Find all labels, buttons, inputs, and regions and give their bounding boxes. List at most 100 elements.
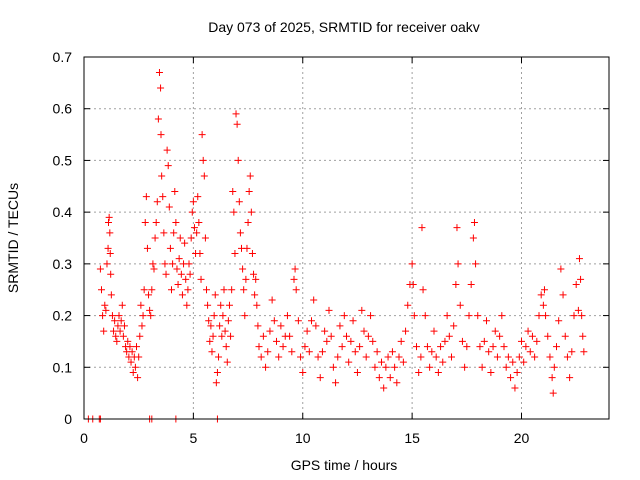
data-point xyxy=(327,332,335,340)
data-point xyxy=(140,286,148,294)
data-point xyxy=(419,286,427,294)
data-point xyxy=(410,312,418,320)
data-point xyxy=(222,343,230,351)
data-point xyxy=(452,281,460,289)
data-point xyxy=(108,312,116,320)
data-point xyxy=(176,234,184,242)
data-point xyxy=(101,301,109,309)
data-point xyxy=(426,363,434,371)
data-point xyxy=(127,358,135,366)
data-point xyxy=(450,322,458,330)
data-point xyxy=(200,172,208,180)
data-point xyxy=(139,312,147,320)
data-point xyxy=(489,343,497,351)
x-tick-label: 10 xyxy=(295,430,311,446)
data-point xyxy=(199,156,207,164)
data-point xyxy=(448,353,455,361)
data-point xyxy=(472,260,480,268)
data-point xyxy=(126,343,134,351)
data-point xyxy=(257,353,265,361)
plot-frame xyxy=(83,56,610,420)
data-point xyxy=(111,317,119,325)
data-point xyxy=(104,244,112,252)
data-point xyxy=(169,260,177,268)
data-point xyxy=(203,286,210,294)
data-point xyxy=(154,115,162,123)
data-point xyxy=(467,281,475,289)
data-point xyxy=(241,312,249,320)
data-point xyxy=(268,296,276,304)
data-point xyxy=(195,218,203,226)
data-point xyxy=(259,332,267,340)
data-point xyxy=(105,213,113,221)
data-point xyxy=(338,343,346,351)
data-point xyxy=(553,343,560,351)
data-point xyxy=(507,374,515,382)
data-point xyxy=(526,348,534,356)
data-point xyxy=(178,291,186,299)
data-point xyxy=(463,343,471,351)
data-point xyxy=(395,353,403,361)
data-point xyxy=(136,332,144,340)
data-point xyxy=(544,332,552,340)
data-point xyxy=(408,260,416,268)
data-point xyxy=(375,374,383,382)
data-point xyxy=(469,234,477,242)
data-point xyxy=(145,291,153,299)
data-point xyxy=(318,348,326,356)
data-point xyxy=(578,312,586,320)
data-point xyxy=(113,337,121,345)
data-point xyxy=(356,343,364,351)
data-point xyxy=(190,224,198,232)
data-point xyxy=(174,281,182,289)
data-point xyxy=(393,379,401,387)
data-point xyxy=(186,270,194,278)
data-point xyxy=(577,275,585,283)
y-tick-label: 0.4 xyxy=(53,204,73,220)
data-point xyxy=(170,229,178,237)
data-point xyxy=(185,260,193,268)
data-point xyxy=(228,286,236,294)
data-point xyxy=(561,332,569,340)
data-point xyxy=(208,348,216,356)
data-point xyxy=(155,69,163,77)
data-point xyxy=(292,286,300,294)
data-point xyxy=(229,187,237,195)
data-point xyxy=(580,348,588,356)
data-point xyxy=(266,327,274,335)
data-point xyxy=(142,193,150,201)
data-point xyxy=(158,172,166,180)
data-point xyxy=(491,327,499,335)
data-point xyxy=(161,260,169,268)
data-point xyxy=(308,317,315,325)
data-point xyxy=(270,317,278,325)
data-point xyxy=(128,348,136,356)
data-point xyxy=(500,343,508,351)
data-point xyxy=(107,291,115,299)
data-point xyxy=(165,203,173,211)
data-point xyxy=(157,84,165,92)
data-point xyxy=(415,368,423,376)
data-point xyxy=(487,368,495,376)
data-point xyxy=(518,337,525,345)
data-point xyxy=(205,317,213,325)
chart-title: Day 073 of 2025, SRMTID for receiver oak… xyxy=(208,19,480,35)
x-axis-title: GPS time / hours xyxy=(291,457,398,473)
data-point xyxy=(563,353,571,361)
data-point xyxy=(171,187,179,195)
data-point xyxy=(244,218,252,226)
y-axis-title: SRMTID / TECUs xyxy=(5,183,21,293)
data-point xyxy=(227,332,235,340)
data-point xyxy=(329,363,337,371)
data-point xyxy=(159,193,167,201)
data-point xyxy=(164,162,172,170)
data-point xyxy=(112,332,120,340)
data-point xyxy=(332,379,340,387)
x-tick-label: 20 xyxy=(514,430,530,446)
data-point xyxy=(251,291,259,299)
data-point xyxy=(253,301,261,309)
data-point xyxy=(456,301,464,309)
data-point xyxy=(131,363,139,371)
data-point xyxy=(152,218,160,226)
